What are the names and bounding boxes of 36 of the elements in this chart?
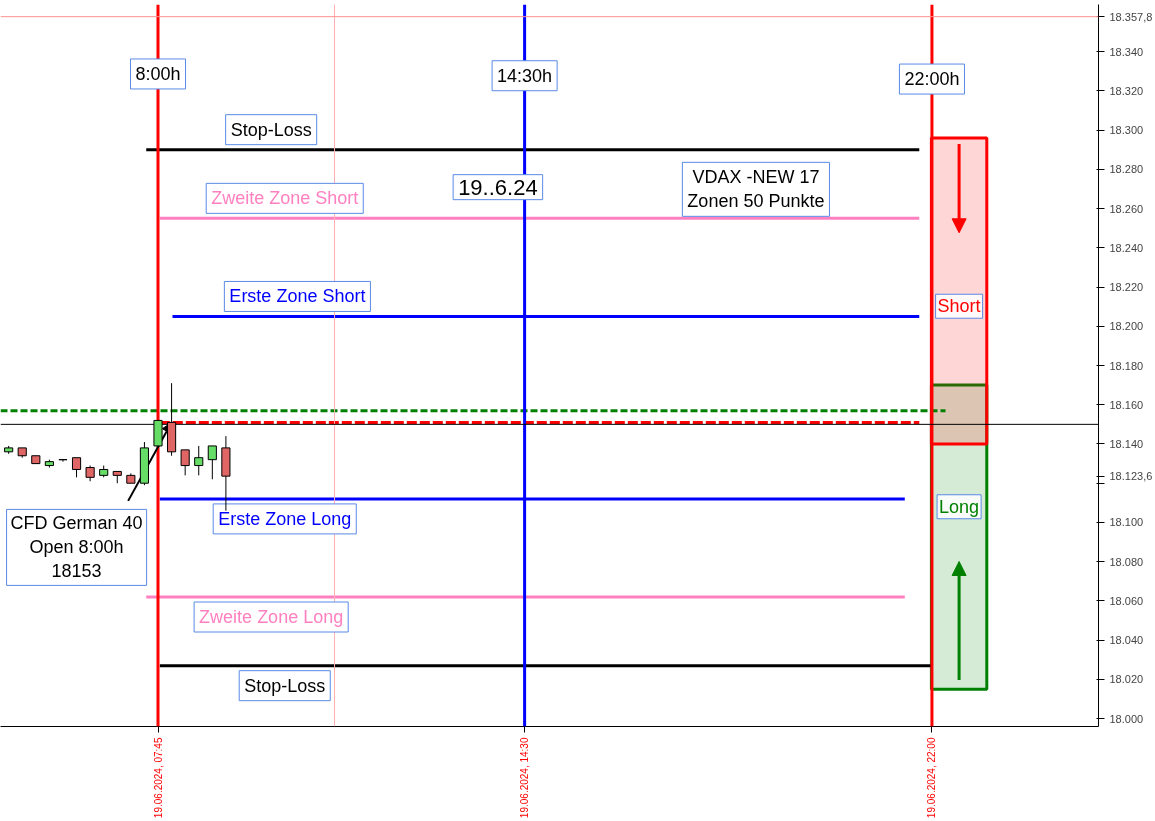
y-tick-label: 18.020	[1109, 673, 1144, 686]
y-tick-label: 18.260	[1109, 202, 1144, 215]
y-tick-label: 18.060	[1109, 594, 1144, 607]
y-tick-label: 18.240	[1109, 241, 1144, 254]
x-tick-label: 19.06.2024, 14:30	[519, 737, 531, 819]
annotation: VDAX -NEW 17 Zonen 50 Punkte	[687, 167, 825, 212]
y-tick-label: 18.180	[1109, 359, 1144, 372]
annotation: 22:00h	[904, 69, 960, 90]
y-tick-label: 18.340	[1109, 45, 1144, 58]
series-label: Stop-Loss	[230, 119, 312, 140]
annotation: 14:30h	[497, 65, 553, 86]
y-tick-label: 18.000	[1109, 712, 1144, 725]
annotation: 8:00h	[135, 63, 181, 84]
series-label: Zweite Zone Short	[211, 188, 359, 209]
y-tick-label: 18.300	[1109, 124, 1144, 137]
x-tick-label: 19.06.2024, 07:45	[152, 737, 164, 819]
y-tick-label: 18.220	[1109, 281, 1144, 294]
annotation: CFD German 40 Open 8:00h 18153	[10, 513, 143, 582]
annotation: 19..6.24	[458, 174, 538, 200]
series-label: Erste Zone Short	[229, 286, 366, 307]
x-tick-label: 19.06.2024, 22:00	[926, 737, 938, 819]
y-tick-label: 18.140	[1109, 437, 1144, 450]
series-label: Stop-Loss	[244, 675, 326, 696]
y-tick-label: 18.280	[1109, 163, 1144, 176]
y-tick-label: 18.100	[1109, 516, 1144, 529]
y-tick-label: 18.320	[1109, 84, 1144, 97]
y-tick-label: 18.357,8	[1109, 10, 1153, 23]
y-tick-label: 18.040	[1109, 634, 1144, 647]
y-tick-label: 18.123,6	[1109, 470, 1153, 483]
series-label: Short	[937, 296, 981, 317]
y-tick-label: 18.160	[1109, 398, 1144, 411]
series-label: Erste Zone Long	[218, 508, 352, 529]
y-tick-label: 18.080	[1109, 555, 1144, 568]
series-label: Zweite Zone Long	[199, 607, 344, 628]
y-tick-label: 18.200	[1109, 320, 1144, 333]
series-label: Long	[939, 496, 980, 517]
